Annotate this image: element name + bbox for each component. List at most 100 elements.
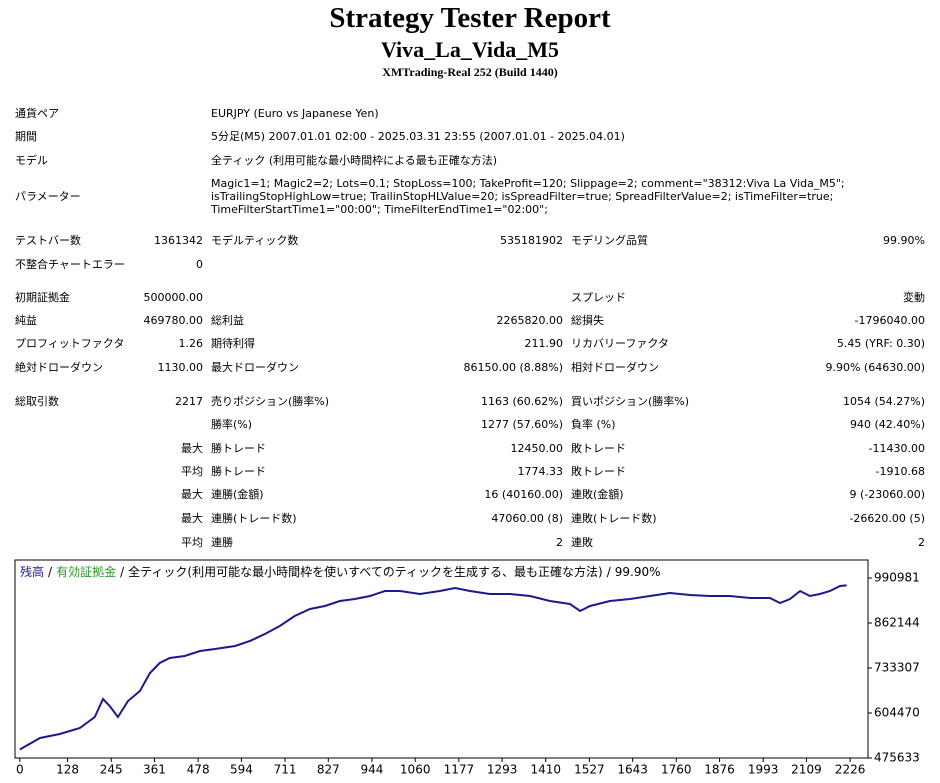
stat-value: 1130.00 bbox=[157, 361, 204, 374]
balance-chart: 475633 604470 733307 862144 990981 0 128 245 361… bbox=[14, 559, 920, 777]
stat-value: 2 bbox=[918, 536, 925, 549]
x-tick-label: 711 bbox=[274, 763, 297, 777]
stat-label: 勝トレード bbox=[211, 465, 266, 478]
info-label: パラメーター bbox=[15, 190, 81, 203]
stat-value: 99.90% bbox=[883, 234, 925, 247]
x-tick-label: 1060 bbox=[400, 763, 431, 777]
stat-value: -11430.00 bbox=[868, 442, 925, 455]
chart-caption: 全ティック(利用可能な最小時間枠を使いすべてのティックを生成する、最も正確な方法… bbox=[128, 564, 603, 579]
stat-label: 最大ドローダウン bbox=[211, 361, 299, 374]
stat-label: 初期証拠金 bbox=[15, 291, 70, 304]
x-tick-label: 1760 bbox=[661, 763, 692, 777]
stat-value: 平均 bbox=[181, 465, 203, 478]
info-label: 通貨ペア bbox=[15, 107, 59, 120]
stat-value: 1774.33 bbox=[517, 465, 564, 478]
legend-entry: 残高 bbox=[20, 564, 44, 579]
info-value: 5分足(M5) 2007.01.01 02:00 - 2025.03.31 23… bbox=[211, 130, 625, 143]
stat-label: 売りポジション(勝率%) bbox=[211, 395, 330, 408]
x-tick-label: 2109 bbox=[791, 763, 822, 777]
stat-value: 1277 (57.60%) bbox=[480, 418, 563, 431]
x-tick-label: 1293 bbox=[487, 763, 518, 777]
stat-value: -1796040.00 bbox=[854, 314, 925, 327]
x-tick-label: 1876 bbox=[704, 763, 735, 777]
info-value: 全ティック (利用可能な最小時間枠による最も正確な方法) bbox=[211, 154, 498, 167]
stat-value: 2217 bbox=[175, 395, 203, 408]
stat-value: 500000.00 bbox=[143, 291, 204, 304]
y-tick-label: 990981 bbox=[874, 571, 920, 585]
stat-label: テストバー数 bbox=[15, 234, 81, 247]
x-tick-label: 594 bbox=[230, 763, 253, 777]
stat-label: 総取引数 bbox=[15, 395, 59, 408]
stat-label: 負率 (%) bbox=[571, 418, 616, 431]
stat-label: 不整合チャートエラー bbox=[15, 258, 125, 271]
legend-separator: / bbox=[120, 565, 125, 579]
stat-label: モデリング品質 bbox=[571, 234, 648, 247]
x-tick-label: 1177 bbox=[444, 763, 475, 777]
stat-label: 連敗 bbox=[571, 536, 593, 549]
stat-label: 相対ドローダウン bbox=[571, 361, 659, 374]
stat-value: 1163 (60.62%) bbox=[480, 395, 563, 408]
legend-separator: / bbox=[607, 565, 612, 579]
stat-label: スプレッド bbox=[571, 291, 626, 304]
stat-value: 1361342 bbox=[154, 234, 203, 247]
chart-frame bbox=[14, 559, 869, 759]
stat-value: 940 (42.40%) bbox=[849, 418, 925, 431]
stat-label: 勝率(%) bbox=[211, 418, 253, 431]
stat-value: 平均 bbox=[181, 536, 203, 549]
stat-value: 535181902 bbox=[500, 234, 563, 247]
stat-value: 16 (40160.00) bbox=[484, 488, 563, 501]
chart-legend: 残高 / 有効証拠金 / 全ティック(利用可能な最小時間枠を使いすべてのティックを生成す… bbox=[20, 564, 661, 579]
stat-value: 9 (-23060.00) bbox=[849, 488, 925, 501]
stat-value: 最大 bbox=[181, 442, 203, 455]
stat-value: 1.26 bbox=[178, 337, 204, 350]
y-tick-label: 733307 bbox=[874, 661, 920, 675]
stat-value: 最大 bbox=[181, 512, 203, 525]
x-tick-label: 361 bbox=[143, 763, 166, 777]
stat-value: 47060.00 (8) bbox=[491, 512, 563, 525]
x-tick-label: 128 bbox=[56, 763, 79, 777]
server-name: XMTrading-Real 252 (Build 1440) bbox=[382, 65, 558, 79]
x-tick-label: 1643 bbox=[617, 763, 648, 777]
legend-entry: 有効証拠金 bbox=[56, 564, 116, 579]
stat-value: 5.45 (YRF: 0.30) bbox=[836, 337, 925, 350]
stat-value: 0 bbox=[196, 258, 203, 271]
stat-label: 連敗(金額) bbox=[571, 488, 624, 501]
legend-separator: / bbox=[48, 565, 53, 579]
stat-value: 2 bbox=[556, 536, 563, 549]
stat-value: -26620.00 (5) bbox=[849, 512, 925, 525]
info-value: Magic1=1; Magic2=2; Lots=0.1; StopLoss=1… bbox=[211, 177, 845, 190]
stat-value: 12450.00 bbox=[510, 442, 564, 455]
stat-label: 純益 bbox=[15, 314, 37, 327]
modeling-quality: 99.90% bbox=[615, 565, 661, 579]
x-tick-label: 0 bbox=[16, 763, 24, 777]
x-tick-label: 478 bbox=[187, 763, 210, 777]
stat-label: 連勝(金額) bbox=[211, 488, 264, 501]
x-tick-label: 2226 bbox=[835, 763, 866, 777]
stat-value: 最大 bbox=[181, 488, 203, 501]
x-tick-label: 944 bbox=[360, 763, 383, 777]
balance-line bbox=[19, 584, 847, 751]
stat-value: -1910.68 bbox=[875, 465, 925, 478]
stat-label: 総利益 bbox=[211, 314, 244, 327]
y-tick-label: 862144 bbox=[874, 616, 920, 630]
report-title: Strategy Tester Report bbox=[329, 2, 611, 34]
stat-value: 変動 bbox=[903, 291, 925, 304]
x-tick-label: 827 bbox=[317, 763, 340, 777]
x-tick-label: 1410 bbox=[530, 763, 561, 777]
stat-value: 469780.00 bbox=[143, 314, 204, 327]
stat-label: 期待利得 bbox=[211, 337, 255, 350]
stat-label: 敗トレード bbox=[571, 442, 626, 455]
stat-label: 連勝 bbox=[211, 536, 233, 549]
stat-label: 総損失 bbox=[571, 314, 604, 327]
stat-label: 連勝(トレード数) bbox=[211, 512, 297, 525]
y-tick-label: 475633 bbox=[874, 751, 920, 765]
y-tick-label: 604470 bbox=[874, 706, 920, 720]
info-label: モデル bbox=[15, 154, 48, 167]
stat-value: 2265820.00 bbox=[496, 314, 563, 327]
x-tick-label: 1993 bbox=[748, 763, 779, 777]
stat-label: 連敗(トレード数) bbox=[571, 512, 657, 525]
stat-label: 買いポジション(勝率%) bbox=[571, 395, 690, 408]
info-value: TimeFilterStartTime1="00:00"; TimeFilter… bbox=[211, 203, 548, 216]
strategy-name: Viva_La_Vida_M5 bbox=[380, 37, 560, 62]
